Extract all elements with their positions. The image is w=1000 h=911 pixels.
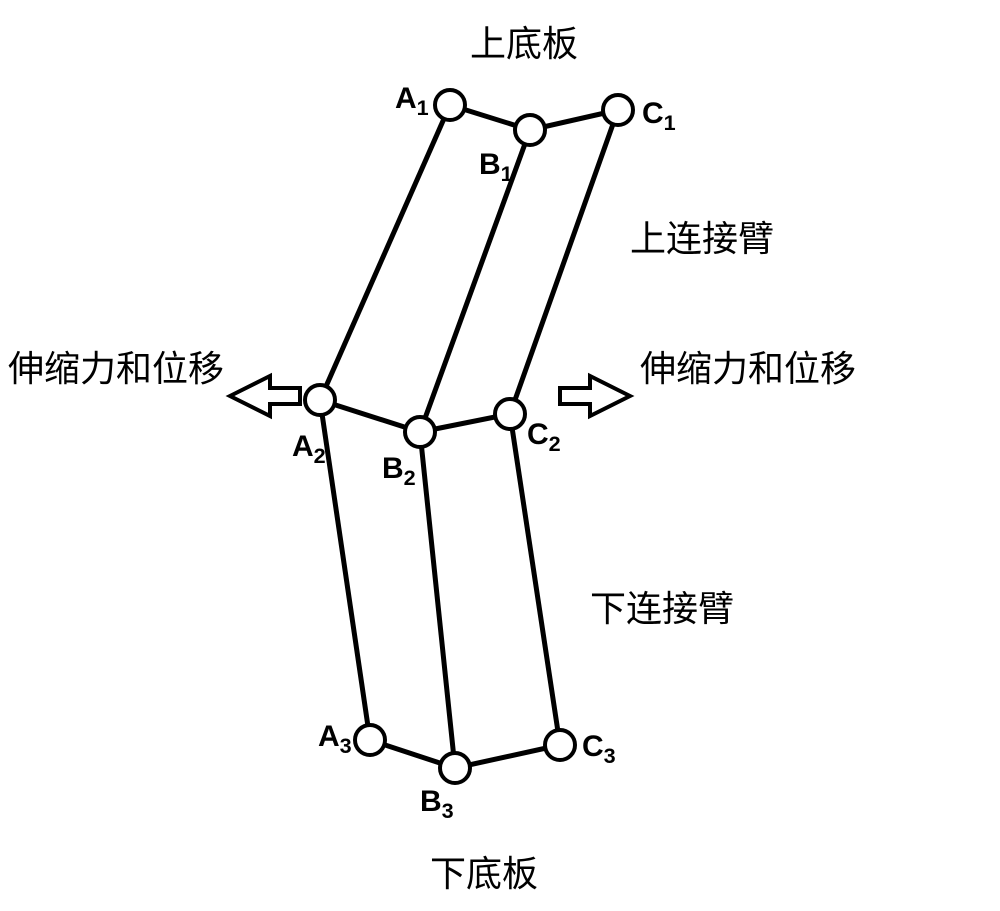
node-label-C1: C1 xyxy=(642,97,676,136)
diagram-svg xyxy=(0,0,1000,911)
edge xyxy=(420,432,455,768)
edge xyxy=(320,400,370,740)
node-B1 xyxy=(515,115,545,145)
label-force-right: 伸缩力和位移 xyxy=(640,340,856,392)
label-bottom-plate: 下底板 xyxy=(430,845,538,897)
node-label-A3: A3 xyxy=(318,720,352,759)
label-top-plate: 上底板 xyxy=(470,15,578,67)
node-label-C3: C3 xyxy=(582,730,616,769)
label-upper-arm: 上连接臂 xyxy=(630,210,774,262)
node-label-B3: B3 xyxy=(420,785,454,824)
node-label-B2: B2 xyxy=(382,452,416,491)
edge xyxy=(420,130,530,432)
edge xyxy=(320,105,450,400)
node-A1 xyxy=(435,90,465,120)
node-A3 xyxy=(355,725,385,755)
arrow-right-icon xyxy=(560,376,630,416)
node-C3 xyxy=(545,730,575,760)
node-label-C2: C2 xyxy=(527,418,561,457)
label-lower-arm: 下连接臂 xyxy=(590,580,734,632)
edge xyxy=(510,110,618,414)
node-label-A1: A1 xyxy=(395,82,429,121)
node-A2 xyxy=(305,385,335,415)
node-B2 xyxy=(405,417,435,447)
node-label-B1: B1 xyxy=(479,148,513,187)
node-label-A2: A2 xyxy=(292,430,326,469)
node-C2 xyxy=(495,399,525,429)
edge xyxy=(510,414,560,745)
node-C1 xyxy=(603,95,633,125)
label-force-left: 伸缩力和位移 xyxy=(8,340,224,392)
node-B3 xyxy=(440,753,470,783)
arrow-left-icon xyxy=(230,376,300,416)
